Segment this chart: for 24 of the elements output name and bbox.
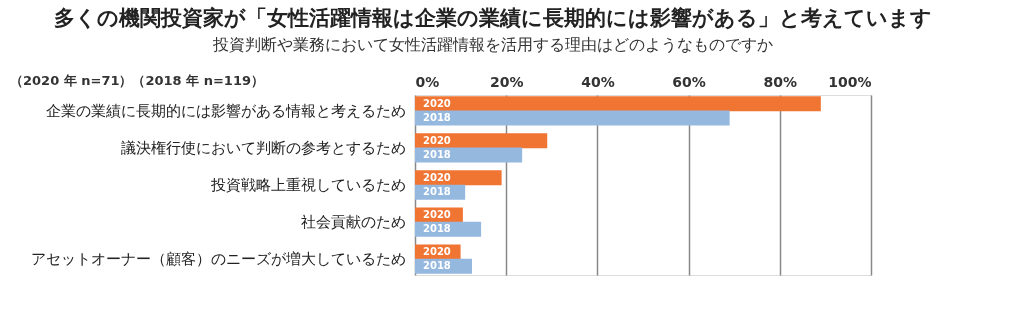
y-tick-label: 企業の業績に長期的には影響がある情報と考えるため [45, 101, 406, 120]
text: 2018 [423, 260, 451, 272]
x-tick-label: 20% [489, 73, 524, 90]
text: 2020 [423, 134, 451, 146]
x-tick-label: 0% [415, 73, 440, 90]
text: 2020 [423, 246, 451, 258]
text: 2018 [423, 149, 451, 161]
text: 2020 [423, 208, 451, 220]
text: 2018 [423, 186, 451, 198]
x-tick-label: 100% [828, 73, 872, 90]
text: 2018 [423, 223, 451, 235]
y-tick-label: 社会貢献のため [300, 213, 406, 232]
chart-title: 多くの機関投資家が「女性活躍情報は企業の業績に長期的には影響がある」と考えています [54, 6, 932, 30]
chart-subtitle: 投資判断や業務において女性活躍情報を活用する理由はどのようなものですか [212, 35, 773, 54]
text: 2020 [423, 171, 451, 183]
text: （2020 年 n=71）（2018 年 n=119） [10, 73, 264, 88]
y-tick-label: 議決権行使において判断の参考とするため [120, 138, 406, 157]
series-label: 2018 [423, 111, 451, 123]
x-tick-label: 60% [672, 73, 706, 90]
y-tick-label: 投資戦略上重視しているため [209, 176, 406, 194]
x-tick-label: 40% [581, 73, 615, 90]
series-label: 2020 [423, 97, 451, 109]
y-tick-label: アセットオーナー（顧客）のニーズが増大しているため [30, 250, 406, 269]
x-tick-label: 80% [763, 73, 798, 90]
